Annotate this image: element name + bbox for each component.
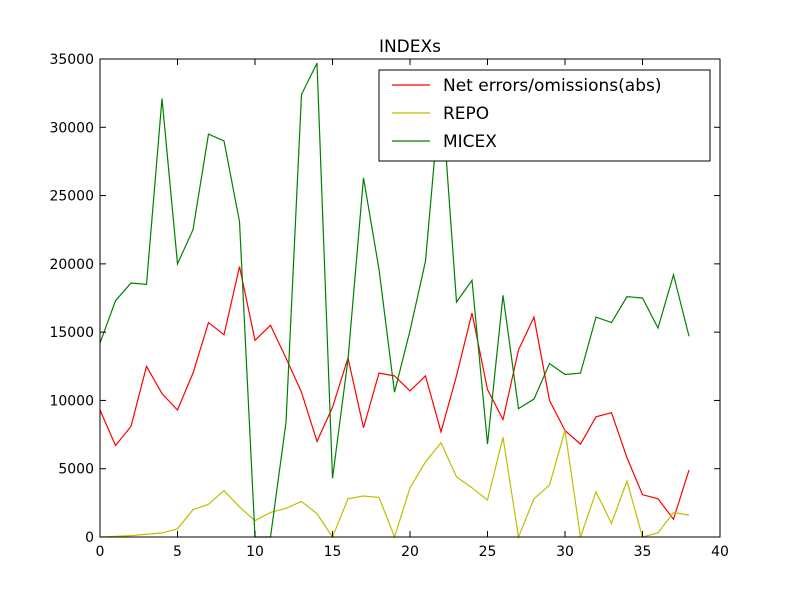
x-tick-label: 0 [96, 544, 105, 560]
y-tick-label: 5000 [58, 462, 94, 478]
y-tick-label: 30000 [49, 120, 94, 136]
x-tick-label: 40 [711, 544, 729, 560]
legend-label-2: MICEX [443, 132, 497, 152]
x-tick-label: 5 [173, 544, 182, 560]
y-tick-label: 10000 [49, 393, 94, 409]
x-tick-label: 15 [324, 544, 342, 560]
y-tick-label: 0 [85, 530, 94, 546]
y-tick-label: 35000 [49, 52, 94, 68]
y-tick-label: 15000 [49, 325, 94, 341]
x-axis: 0 5 10 15 20 25 30 35 40 [96, 59, 729, 560]
series-line-0 [99, 266, 690, 521]
y-tick-label: 25000 [49, 189, 94, 205]
series-line-2 [99, 62, 690, 538]
legend-box [378, 69, 711, 162]
x-tick-label: 20 [401, 544, 419, 560]
x-tick-label: 30 [556, 544, 574, 560]
legend-label-1: REPO [443, 104, 489, 124]
x-tick-label: 10 [246, 544, 264, 560]
y-axis: 0 5000 10000 15000 20000 25000 30000 35000 [49, 52, 720, 546]
chart-title: INDEXs [379, 37, 441, 57]
x-tick-label: 25 [479, 544, 497, 560]
x-tick-label: 35 [634, 544, 652, 560]
legend-label-0: Net errors/omissions(abs) [443, 76, 661, 96]
y-tick-label: 20000 [49, 257, 94, 273]
legend: Net errors/omissions(abs) REPO MICEX [378, 69, 711, 162]
